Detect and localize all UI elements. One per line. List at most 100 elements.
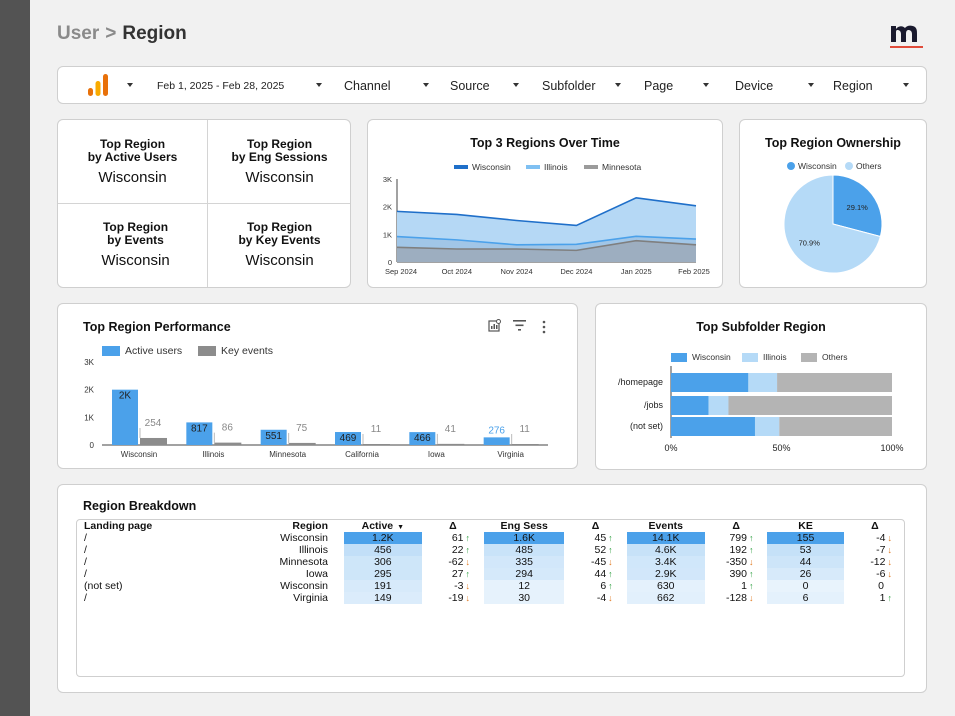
bar-key-events[interactable] xyxy=(140,437,167,445)
bar-segment-wisconsin[interactable] xyxy=(671,417,755,436)
table-row[interactable]: / Iowa 295 27 ↑ 294 44 ↑ 2.9K 390 ↑ 26 -6 ↓ xyxy=(77,568,904,580)
column-header-landing-page[interactable]: Landing page xyxy=(84,520,153,532)
bar-key-events[interactable] xyxy=(288,442,316,445)
legend-swatch xyxy=(454,165,468,169)
chevron-down-icon[interactable] xyxy=(615,83,621,87)
line-wisconsin[interactable] xyxy=(396,196,697,227)
legend-item[interactable]: Others xyxy=(801,352,848,362)
filter-icon[interactable] xyxy=(513,320,526,331)
bar-segment-illinois[interactable] xyxy=(708,396,729,415)
date-range-picker[interactable]: Feb 1, 2025 - Feb 28, 2025 xyxy=(157,80,285,92)
analytics-icon[interactable] xyxy=(86,73,110,97)
area-minnesota[interactable] xyxy=(397,240,696,262)
chevron-down-icon[interactable] xyxy=(808,83,814,87)
sort-desc-icon[interactable]: ▼ xyxy=(397,524,405,531)
column-header-delta[interactable]: Δ xyxy=(871,520,879,532)
filter-device[interactable]: Device xyxy=(735,79,774,93)
bar-segment-illinois[interactable] xyxy=(748,373,778,392)
table-row[interactable]: / Virginia 149 -19 ↓ 30 -4 ↓ 662 -128 ↓ 6 1 ↑ xyxy=(77,592,904,604)
y-tick-label: /jobs xyxy=(644,400,664,410)
legend-swatch xyxy=(102,346,120,356)
legend-swatch xyxy=(742,352,758,362)
bar-active-users[interactable] xyxy=(483,437,510,445)
chevron-down-icon[interactable] xyxy=(316,83,322,87)
filter-region[interactable]: Region xyxy=(833,79,873,93)
table-row[interactable]: / Wisconsin 1.2K 61 ↑ 1.6K 45 ↑ 14.1K 799 ↑ 155 -4 ↓ xyxy=(77,532,904,544)
legend-item[interactable]: Illinois xyxy=(526,162,568,172)
arrow-up-icon: ↑ xyxy=(748,545,754,555)
legend-item[interactable]: Minnesota xyxy=(584,162,641,172)
brand-logo xyxy=(890,25,923,48)
column-header-eng-sess[interactable]: Eng Sess xyxy=(500,520,548,532)
column-header-ke[interactable]: KE xyxy=(798,520,813,532)
line-illinois[interactable] xyxy=(396,235,697,246)
delta-cell: 22 ↑ xyxy=(422,544,484,556)
table-row[interactable]: / Minnesota 306 -62 ↓ 335 -45 ↓ 3.4K -350 ↓ 44 -12 ↓ xyxy=(77,556,904,568)
bar-segment-others[interactable] xyxy=(779,417,892,436)
table-header-row: Landing page Region Active ▼ Δ Eng Sess Δ… xyxy=(77,520,904,532)
chevron-down-icon[interactable] xyxy=(513,83,519,87)
legend-item[interactable]: Others xyxy=(845,161,882,171)
bar-value-label: 41 xyxy=(445,424,457,435)
pie-slice-wisconsin[interactable] xyxy=(832,174,883,238)
delta-cell: -350 ↓ xyxy=(705,556,768,568)
bar-active-users[interactable] xyxy=(260,429,287,445)
chevron-down-icon[interactable] xyxy=(127,83,133,87)
kpi-value: Wisconsin xyxy=(98,169,167,186)
legend-item[interactable]: Key events xyxy=(198,345,273,357)
more-options-icon[interactable] xyxy=(541,320,547,334)
column-header-delta[interactable]: Δ xyxy=(732,520,740,532)
table-row[interactable]: / Illinois 456 22 ↑ 485 52 ↑ 4.6K 192 ↑ 53 -7 ↓ xyxy=(77,544,904,556)
legend-item[interactable]: Active users xyxy=(102,345,182,357)
column-header-delta[interactable]: Δ xyxy=(449,520,457,532)
bar-key-events[interactable] xyxy=(437,443,465,445)
bar-segment-wisconsin[interactable] xyxy=(671,373,749,392)
bar-active-users[interactable] xyxy=(335,432,361,445)
chart-title: Top Subfolder Region xyxy=(696,320,826,334)
arrow-up-icon: ↑ xyxy=(748,533,754,543)
delta-value: 27 xyxy=(451,568,464,580)
bar-key-events[interactable] xyxy=(511,444,539,445)
filter-subfolder[interactable]: Subfolder xyxy=(542,79,596,93)
bar-segment-others[interactable] xyxy=(777,373,892,392)
filter-page[interactable]: Page xyxy=(644,79,674,93)
chart-title: Top Region Performance xyxy=(83,320,231,334)
active-cell: 149 xyxy=(344,592,422,604)
chevron-down-icon[interactable] xyxy=(903,83,909,87)
area-chart: 0 1K 2K 3K Sep 2024 Oct 2024 Nov 2024 Dec 2024 J… xyxy=(383,175,710,276)
line-minnesota[interactable] xyxy=(396,239,697,252)
pie-slice-others[interactable] xyxy=(783,174,881,274)
column-header-region[interactable]: Region xyxy=(292,520,328,532)
bar-segment-wisconsin[interactable] xyxy=(671,396,709,415)
legend-item[interactable]: Wisconsin xyxy=(787,161,837,171)
chevron-down-icon[interactable] xyxy=(423,83,429,87)
kpi-active-users: Top Region by Active Users Wisconsin xyxy=(58,138,207,187)
region-cell: Minnesota xyxy=(279,556,328,568)
x-tick-label: Dec 2024 xyxy=(560,267,592,276)
ke-cell: 44 xyxy=(767,556,844,568)
delta-cell: 1 ↑ xyxy=(705,580,768,592)
chevron-down-icon[interactable] xyxy=(703,83,709,87)
legend-item[interactable]: Wisconsin xyxy=(454,162,511,172)
bar-segment-illinois[interactable] xyxy=(754,417,780,436)
legend-item[interactable]: Illinois xyxy=(742,352,787,362)
bar-active-users[interactable] xyxy=(186,422,213,445)
y-tick-label: 3K xyxy=(84,358,94,367)
column-header-active[interactable]: Active ▼ xyxy=(361,520,405,532)
filter-channel[interactable]: Channel xyxy=(344,79,391,93)
bar-key-events[interactable] xyxy=(363,444,390,445)
breadcrumb-parent[interactable]: User xyxy=(57,23,100,44)
bar-active-users[interactable] xyxy=(112,389,138,445)
filter-source[interactable]: Source xyxy=(450,79,490,93)
table-row[interactable]: (not set) Wisconsin 191 -3 ↓ 12 6 ↑ 630 1 ↑ 0 0 xyxy=(77,580,904,592)
delta-value: -7 xyxy=(876,544,886,556)
column-header-delta[interactable]: Δ xyxy=(591,520,600,532)
delta-cell: 44 ↑ xyxy=(564,568,626,580)
legend-item[interactable]: Wisconsin xyxy=(671,352,731,362)
bar-key-events[interactable] xyxy=(214,442,242,445)
bar-active-users[interactable] xyxy=(409,432,436,445)
chart-settings-icon[interactable] xyxy=(488,319,501,332)
column-header-events[interactable]: Events xyxy=(648,520,683,532)
bar-segment-others[interactable] xyxy=(728,396,892,415)
events-cell: 2.9K xyxy=(626,568,705,580)
